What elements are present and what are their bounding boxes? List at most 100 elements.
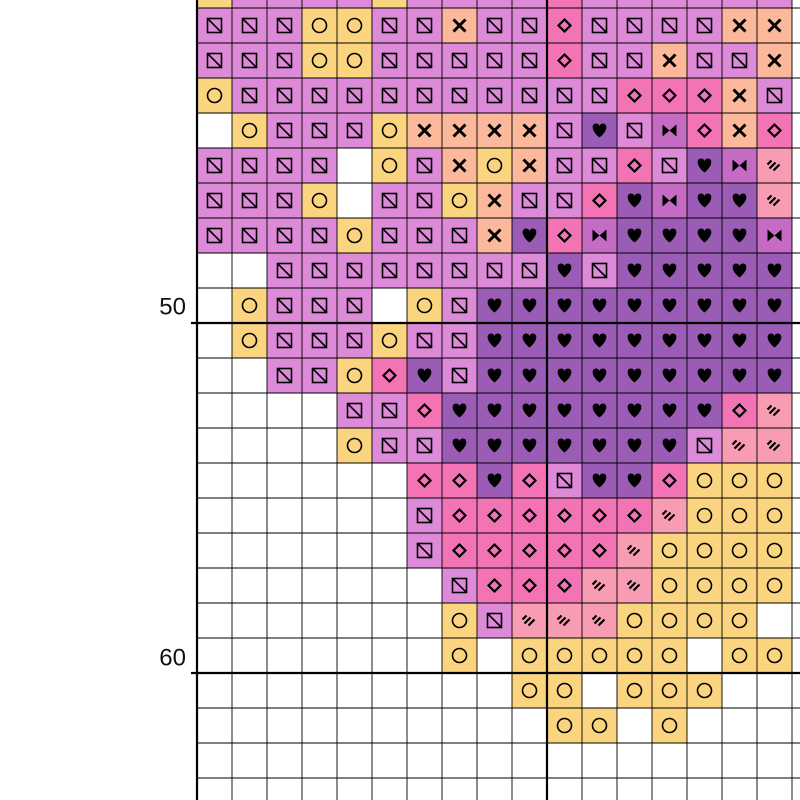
- stitch-cell: [652, 218, 687, 253]
- stitch-cell: [337, 78, 372, 113]
- symbol: [311, 262, 328, 279]
- stitch-cell: [477, 358, 512, 393]
- symbol: [557, 333, 572, 348]
- stitch-cell: [757, 43, 792, 78]
- stitch-cell: [757, 498, 792, 533]
- stitch-cell: [442, 603, 477, 638]
- symbol: [381, 52, 398, 69]
- symbol: [696, 612, 713, 629]
- symbol: [521, 17, 538, 34]
- stitch-cell: [407, 253, 442, 288]
- symbol: [731, 612, 748, 629]
- cell-fill: [617, 498, 652, 533]
- stitch-cell: [197, 183, 232, 218]
- stitch-cell: [442, 323, 477, 358]
- symbol: [592, 473, 607, 488]
- stitch-cell: [267, 148, 302, 183]
- stitch-cell: [407, 533, 442, 568]
- stitch-cell: [722, 638, 757, 673]
- stitch-cell: [582, 603, 617, 638]
- stitch-cell: [547, 568, 582, 603]
- stitch-cell: [547, 43, 582, 78]
- stitch-cell: [617, 673, 652, 708]
- stitch-cell: [652, 0, 687, 8]
- cell-fill: [512, 568, 547, 603]
- stitch-cell: [407, 113, 442, 148]
- stitch-cell: [652, 358, 687, 393]
- stitch-cell: [582, 113, 617, 148]
- symbol: [662, 53, 677, 68]
- stitch-cell: [687, 498, 722, 533]
- symbol: [416, 87, 433, 104]
- symbol: [591, 17, 608, 34]
- symbol: [591, 542, 608, 559]
- symbol: [381, 227, 398, 244]
- symbol: [276, 332, 293, 349]
- stitch-cell: [442, 0, 477, 8]
- symbol: [311, 192, 328, 209]
- stitch-cell: [302, 288, 337, 323]
- symbol: [626, 87, 643, 104]
- stitch-cell: [582, 148, 617, 183]
- stitch-cell: [267, 323, 302, 358]
- symbol: [732, 228, 747, 243]
- stitch-cell: [687, 113, 722, 148]
- symbol: [311, 297, 328, 314]
- symbol: [276, 367, 293, 384]
- symbol: [276, 87, 293, 104]
- symbol: [487, 228, 502, 243]
- stitch-cell: [652, 288, 687, 323]
- symbol: [381, 122, 398, 139]
- cell-fill: [652, 603, 687, 638]
- symbol: [626, 157, 643, 174]
- stitch-cell: [337, 43, 372, 78]
- symbol: [767, 368, 782, 383]
- stitch-cell: [582, 323, 617, 358]
- symbol: [556, 614, 571, 627]
- stitch-cell: [757, 148, 792, 183]
- symbol: [767, 53, 782, 68]
- stitch-cell: [232, 288, 267, 323]
- stitch-cell: [442, 638, 477, 673]
- row-label: 60: [159, 644, 186, 671]
- stitch-cell: [337, 393, 372, 428]
- cell-fill: [722, 393, 757, 428]
- symbol: [276, 297, 293, 314]
- cell-fill: [232, 0, 267, 8]
- stitch-cell: [477, 533, 512, 568]
- stitch-cell: [582, 183, 617, 218]
- stitch-cell: [372, 323, 407, 358]
- symbol: [732, 333, 747, 348]
- symbol: [311, 17, 328, 34]
- symbol: [557, 298, 572, 313]
- symbol: [627, 403, 642, 418]
- symbol: [662, 403, 677, 418]
- stitch-cell: [582, 393, 617, 428]
- stitch-cell: [547, 708, 582, 743]
- stitch-cell: [722, 603, 757, 638]
- cell-fill: [337, 428, 372, 463]
- cell-fill: [477, 568, 512, 603]
- symbol: [767, 298, 782, 313]
- symbol: [381, 52, 398, 69]
- stitch-cell: [547, 323, 582, 358]
- symbol: [556, 717, 573, 734]
- symbol: [416, 17, 433, 34]
- symbol: [486, 17, 503, 34]
- stitch-cell: [442, 43, 477, 78]
- stitch-cell: [477, 148, 512, 183]
- stitch-cell: [757, 8, 792, 43]
- stitch-cell: [302, 323, 337, 358]
- cell-fill: [477, 533, 512, 568]
- stitch-cell: [512, 568, 547, 603]
- stitch-cell: [687, 463, 722, 498]
- stitch-cell: [582, 43, 617, 78]
- symbol: [521, 87, 538, 104]
- cell-fill: [302, 8, 337, 43]
- cell-fill: [337, 0, 372, 8]
- stitch-cell: [547, 253, 582, 288]
- symbol: [486, 542, 503, 559]
- cell-fill: [407, 0, 442, 8]
- symbol: [416, 507, 433, 524]
- symbol: [592, 368, 607, 383]
